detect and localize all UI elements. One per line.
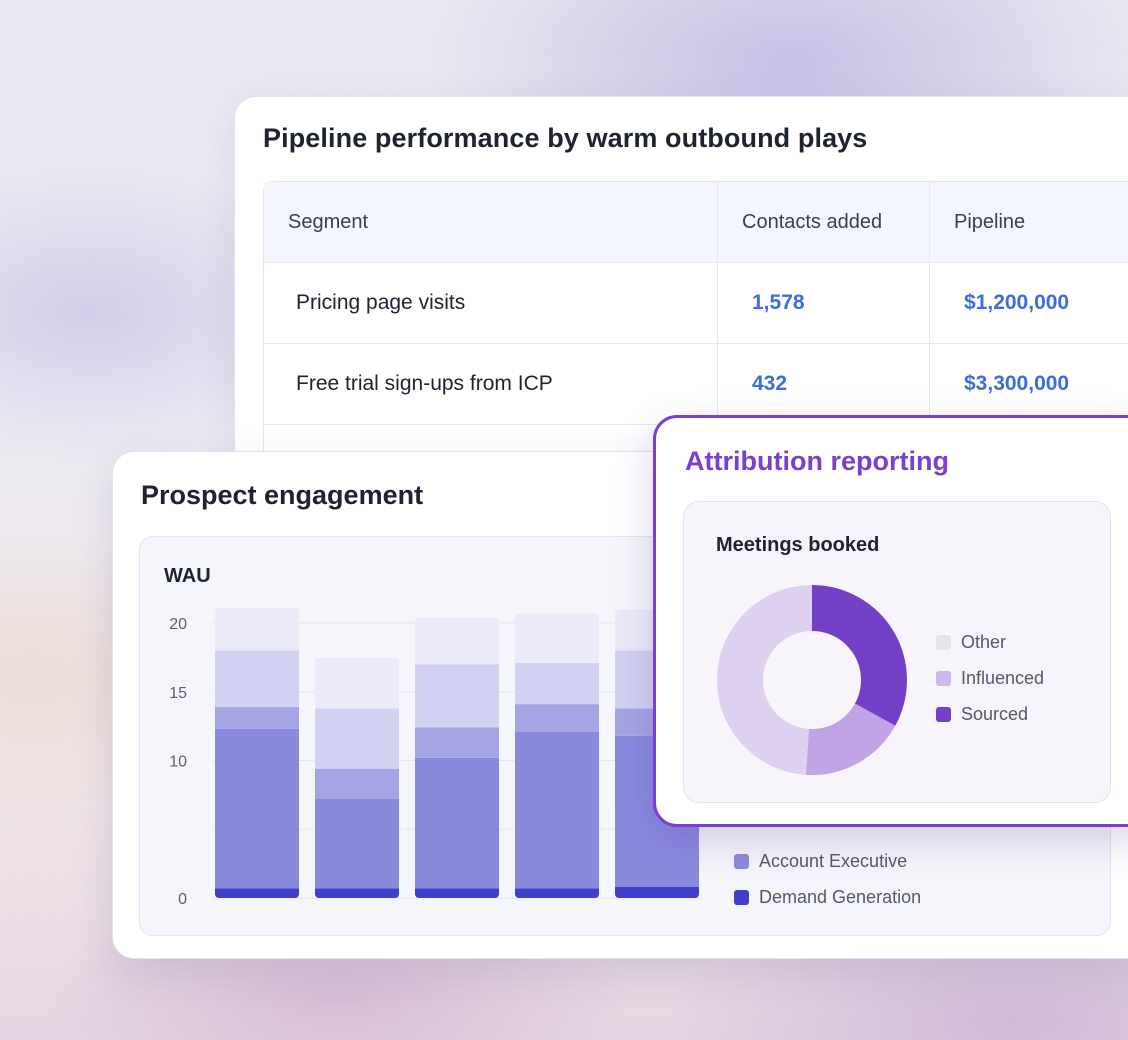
bar-segment — [415, 727, 499, 758]
donut-slice-influenced[interactable] — [806, 703, 896, 775]
bar-stack[interactable] — [315, 657, 399, 898]
legend-swatch — [734, 853, 749, 869]
bar-stack[interactable] — [215, 607, 299, 898]
bar-segment — [215, 728, 299, 889]
legend-swatch — [734, 889, 749, 905]
legend-label: Other — [961, 631, 1007, 652]
bar-segment — [415, 664, 499, 728]
bar-segment — [315, 799, 399, 889]
segment-cell: Free trial sign-ups from ICP — [264, 344, 718, 424]
pipeline-card: Pipeline performance by warm outbound pl… — [234, 96, 1128, 507]
bar-segment — [215, 706, 299, 729]
bar-segment — [315, 768, 399, 799]
legend-label: Sourced — [961, 703, 1029, 724]
pipeline-cell: $3,300,000 — [964, 372, 1070, 395]
segment-cell: Pricing page visits — [264, 263, 718, 343]
contacts-cell: 432 — [718, 344, 930, 424]
y-tick-label: 15 — [169, 685, 187, 702]
y-tick-label: 10 — [169, 754, 187, 771]
engagement-title: Prospect engagement — [141, 480, 424, 510]
bar-segment — [515, 888, 599, 898]
attribution-card: Attribution reporting Meetings booked Ot… — [653, 415, 1128, 827]
chart-ylabel: WAU — [164, 565, 211, 587]
legend-swatch — [936, 706, 951, 722]
table-header-row: Segment Contacts added Pipeline — [264, 182, 1128, 263]
legend-item-account-executive[interactable]: Account Executive — [734, 843, 921, 879]
bar-segment — [215, 650, 299, 707]
bar-segment — [315, 657, 399, 709]
bar-stack[interactable] — [415, 617, 499, 899]
bar-stack[interactable] — [515, 613, 599, 898]
column-header-segment[interactable]: Segment — [264, 182, 718, 262]
bar-segment — [415, 617, 499, 665]
meetings-donut-chart — [716, 585, 907, 775]
bar-segment — [315, 888, 399, 898]
legend-label: Demand Generation — [759, 886, 922, 907]
bar-segment — [215, 607, 299, 651]
legend-swatch — [936, 634, 951, 650]
table-row[interactable]: Pricing page visits 1,578 $1,200,000 — [264, 263, 1128, 344]
donut-title: Meetings booked — [716, 534, 880, 556]
legend-item-demand-generation[interactable]: Demand Generation — [734, 879, 921, 915]
bar-segment — [415, 757, 499, 889]
pipeline-table: Segment Contacts added Pipeline Pricing … — [263, 181, 1128, 507]
column-header-contacts[interactable]: Contacts added — [718, 182, 930, 262]
legend-item-influenced[interactable]: Influenced — [936, 660, 1044, 696]
bar-segment — [315, 708, 399, 769]
attribution-legend: Other Influenced Sourced — [936, 624, 1044, 732]
contacts-cell: 1,578 — [718, 263, 930, 343]
pipeline-title: Pipeline performance by warm outbound pl… — [263, 123, 868, 153]
bar-segment — [215, 888, 299, 898]
meetings-panel: Meetings booked Other Influenced Sourced — [683, 501, 1111, 803]
table-row[interactable]: Free trial sign-ups from ICP 432 $3,300,… — [264, 344, 1128, 425]
pipeline-cell: $1,200,000 — [964, 291, 1070, 314]
legend-label: Influenced — [961, 667, 1045, 688]
legend-label: Account Executive — [759, 850, 908, 871]
donut-slice-other[interactable] — [716, 585, 812, 775]
engagement-legend: Account Executive Demand Generation — [734, 843, 921, 915]
bar-segment — [515, 731, 599, 889]
column-header-pipeline[interactable]: Pipeline — [954, 210, 1026, 233]
bar-segment — [515, 662, 599, 705]
legend-item-other[interactable]: Other — [936, 624, 1044, 660]
donut-slice-sourced[interactable] — [812, 585, 907, 726]
y-tick-label: 0 — [178, 891, 187, 908]
legend-swatch — [936, 670, 951, 686]
bar-segment — [515, 704, 599, 732]
legend-item-sourced[interactable]: Sourced — [936, 696, 1044, 732]
bar-segment — [515, 613, 599, 663]
attribution-title: Attribution reporting — [685, 446, 949, 476]
bar-segment — [615, 887, 699, 898]
bar-segment — [415, 888, 499, 898]
y-tick-label: 20 — [169, 616, 187, 633]
